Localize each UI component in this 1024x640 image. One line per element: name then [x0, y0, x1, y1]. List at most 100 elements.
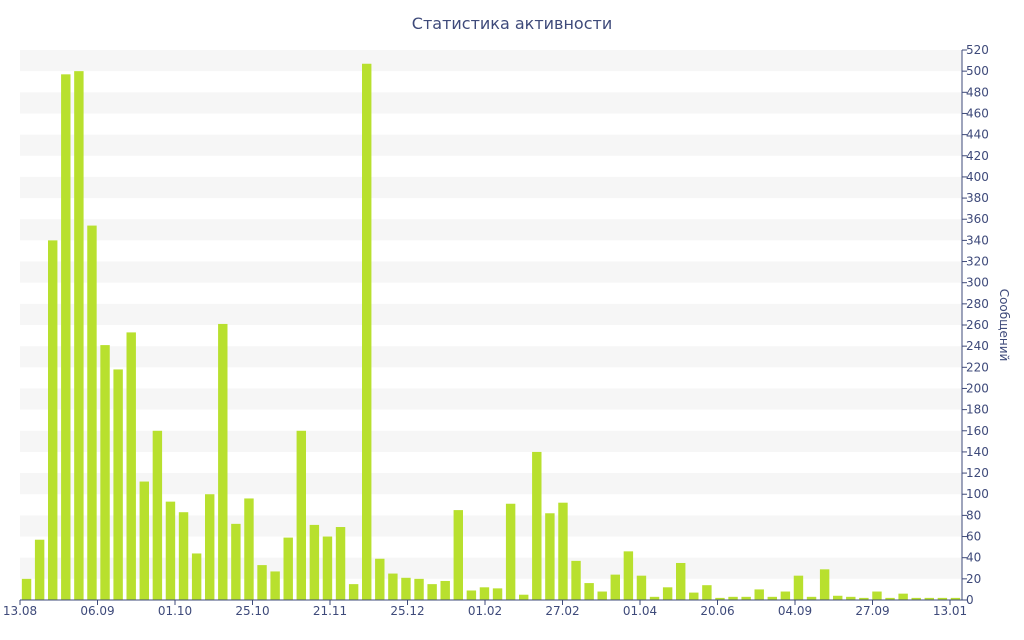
y-tick-label: 420	[966, 149, 989, 163]
grid-band	[20, 557, 962, 579]
bar	[139, 481, 149, 600]
y-tick-label: 0	[966, 593, 974, 607]
bar	[584, 583, 594, 600]
x-tick-label: 04.09	[778, 604, 812, 618]
x-tick-label: 25.10	[235, 604, 269, 618]
y-tick-label: 300	[966, 276, 989, 290]
grid-band	[20, 473, 962, 495]
grid-band	[20, 134, 962, 156]
bar	[689, 592, 699, 600]
bar	[636, 575, 647, 600]
bar	[48, 240, 58, 600]
grid-band	[20, 50, 962, 72]
y-tick-label: 100	[966, 487, 989, 501]
bar	[767, 596, 777, 600]
bar	[74, 71, 84, 600]
bar	[702, 585, 712, 600]
bar	[61, 74, 71, 600]
x-tick-label: 27.09	[855, 604, 889, 618]
y-tick-label: 340	[966, 233, 989, 247]
bar	[335, 527, 346, 600]
bar	[126, 332, 136, 600]
y-tick-label: 120	[966, 466, 989, 480]
y-tick-label: 200	[966, 381, 989, 395]
y-tick-label: 460	[966, 106, 989, 120]
bar	[715, 597, 725, 600]
y-axis-title: Сообщений	[997, 289, 1011, 362]
y-tick-label: 360	[966, 212, 989, 226]
bar	[676, 562, 686, 600]
bar	[375, 558, 385, 600]
bar	[545, 513, 555, 600]
bar	[859, 597, 869, 600]
bar	[427, 584, 437, 600]
bar	[401, 577, 411, 600]
bar	[322, 536, 333, 600]
y-tick-label: 160	[966, 424, 989, 438]
y-tick-label: 60	[966, 530, 981, 544]
bar	[165, 501, 176, 600]
bar	[728, 596, 738, 600]
x-tick-label: 01.04	[623, 604, 657, 618]
y-tick-label: 500	[966, 64, 989, 78]
bar	[440, 580, 450, 600]
bar	[87, 225, 97, 600]
y-tick-label: 480	[966, 85, 989, 99]
bar	[649, 596, 660, 600]
bar	[296, 430, 306, 600]
bar	[819, 569, 830, 600]
bar	[113, 369, 123, 600]
bar	[21, 578, 32, 600]
bar	[662, 587, 673, 600]
bar	[741, 596, 751, 600]
x-tick-label: 27.02	[545, 604, 579, 618]
bar	[780, 591, 791, 600]
grid-band	[20, 176, 962, 199]
bar	[309, 524, 320, 600]
grid-band	[20, 515, 962, 537]
bar	[924, 597, 934, 600]
bar	[571, 560, 581, 600]
bar	[178, 512, 189, 600]
bar	[218, 323, 228, 600]
bar	[244, 498, 254, 600]
y-tick-label: 520	[966, 43, 989, 57]
x-tick-label: 13.01	[933, 604, 967, 618]
bar	[623, 551, 634, 600]
bar	[558, 502, 568, 600]
bar	[257, 565, 267, 600]
y-tick-label: 400	[966, 170, 989, 184]
y-tick-label: 380	[966, 191, 989, 205]
axes: 0 20 40 60 80 100 120 140 160 180 200 220 240 260 280 3…	[3, 43, 1011, 618]
y-tick-label: 440	[966, 128, 989, 142]
bar	[833, 595, 843, 600]
bar	[846, 596, 856, 600]
y-tick-label: 40	[966, 551, 981, 565]
y-tick-label: 320	[966, 255, 989, 269]
grid-band	[20, 430, 962, 452]
bars	[21, 63, 961, 600]
bar	[597, 591, 607, 600]
bar	[898, 593, 908, 600]
bar	[205, 494, 215, 600]
x-tick-label: 01.10	[158, 604, 192, 618]
y-tick-label: 80	[966, 508, 981, 522]
x-tick-label: 06.09	[80, 604, 114, 618]
bar	[806, 596, 817, 600]
y-tick-label: 180	[966, 403, 989, 417]
bar	[532, 451, 542, 600]
bar	[283, 537, 293, 600]
bar	[754, 589, 764, 600]
y-tick-label: 140	[966, 445, 989, 459]
grid-band	[20, 219, 962, 241]
bar	[388, 573, 398, 600]
bar	[270, 571, 280, 600]
grid-band	[20, 303, 962, 325]
grid-band	[20, 388, 962, 410]
bar	[191, 553, 202, 600]
bar	[519, 594, 529, 600]
y-tick-label: 260	[966, 318, 989, 332]
y-tick-label: 220	[966, 360, 989, 374]
x-tick-label: 21.11	[313, 604, 347, 618]
